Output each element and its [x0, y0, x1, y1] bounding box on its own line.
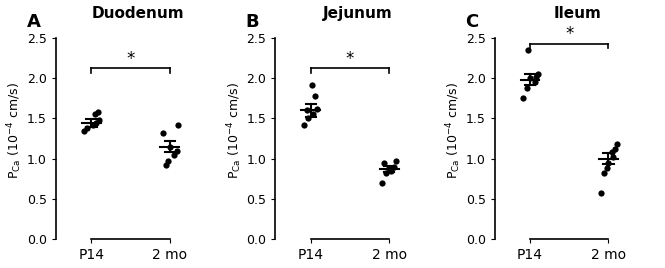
Text: A: A — [27, 13, 41, 31]
Text: B: B — [246, 13, 259, 31]
Title: Duodenum: Duodenum — [92, 6, 185, 21]
Y-axis label: P$_{\mathregular{Ca}}$ (10$^{-4}$ cm/s): P$_{\mathregular{Ca}}$ (10$^{-4}$ cm/s) — [444, 82, 463, 179]
Title: Jejunum: Jejunum — [323, 6, 392, 21]
Text: C: C — [465, 13, 478, 31]
Text: *: * — [346, 50, 354, 68]
Text: *: * — [565, 25, 573, 43]
Y-axis label: P$_{\mathregular{Ca}}$ (10$^{-4}$ cm/s): P$_{\mathregular{Ca}}$ (10$^{-4}$ cm/s) — [225, 82, 243, 179]
Y-axis label: P$_{\mathregular{Ca}}$ (10$^{-4}$ cm/s): P$_{\mathregular{Ca}}$ (10$^{-4}$ cm/s) — [5, 82, 24, 179]
Text: *: * — [126, 50, 135, 68]
Title: Ileum: Ileum — [553, 6, 601, 21]
